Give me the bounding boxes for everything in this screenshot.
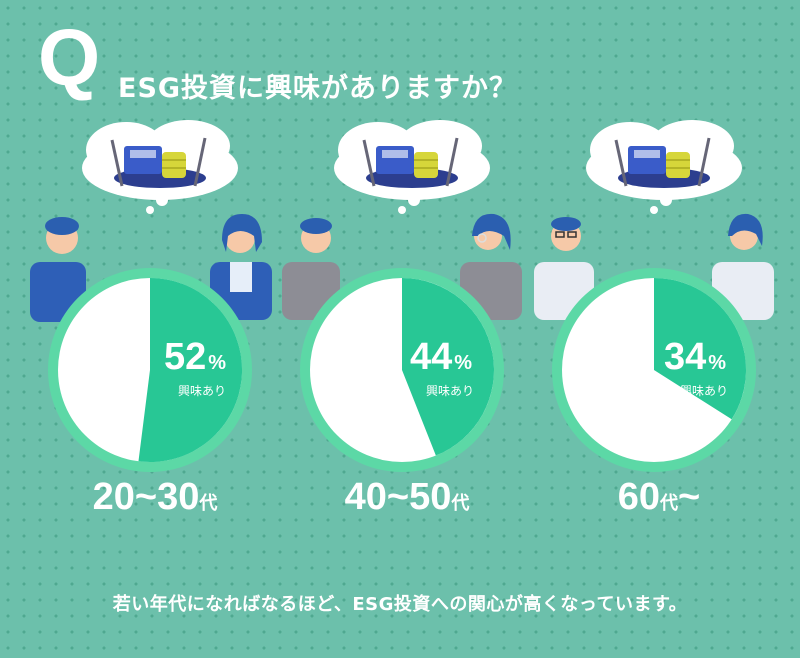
percent-value: 34%: [664, 336, 727, 378]
pie-slice-interested: [138, 278, 243, 462]
money-plate-icon: [614, 137, 711, 188]
pie-illustration: [282, 120, 522, 472]
pie-slice-interested: [402, 278, 495, 456]
percent-value: 44%: [410, 336, 473, 378]
age-group-label: 60代~: [617, 476, 701, 518]
age-group-label: 20~30代: [92, 476, 218, 518]
pie-illustration: [30, 120, 272, 472]
pie-panel-20-30: 52% 興味あり 20~30代: [30, 0, 280, 540]
pie-illustration: [534, 120, 774, 472]
pie-panel-40-50: 44% 興味あり 40~50代: [282, 0, 532, 540]
percent-label: 興味あり: [426, 384, 475, 398]
question-title: ESG投資に興味がありますか？: [118, 73, 518, 104]
percent-label: 興味あり: [178, 384, 227, 398]
age-group-label: 40~50代: [344, 476, 470, 518]
money-plate-icon: [362, 137, 459, 188]
money-plate-icon: [110, 137, 207, 188]
footer-summary: 若い年代になればなるほど、ESG投資への関心が高くなっています。: [112, 594, 688, 615]
percent-label: 興味あり: [680, 384, 729, 398]
q-mark: Q: [38, 13, 101, 102]
pie-slice-interested: [654, 278, 747, 420]
percent-value: 52%: [164, 336, 227, 378]
pie-panel-60: 34% 興味あり 60代~: [534, 0, 784, 540]
